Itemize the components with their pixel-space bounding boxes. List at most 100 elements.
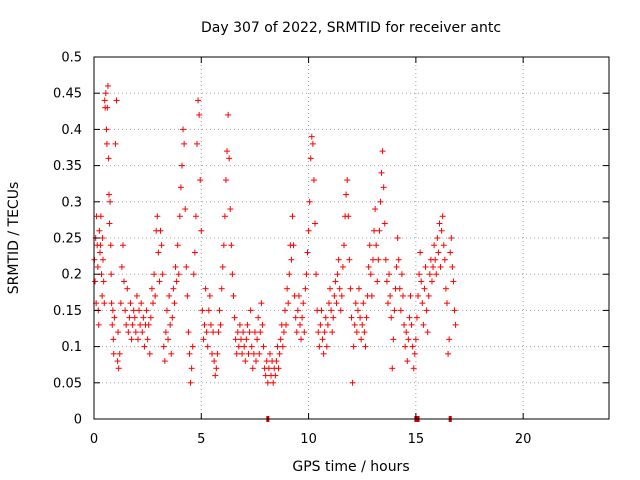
data-point bbox=[377, 198, 384, 205]
data-point bbox=[442, 285, 449, 292]
data-point bbox=[447, 249, 454, 256]
data-point bbox=[441, 256, 448, 263]
data-point bbox=[334, 271, 341, 278]
data-point bbox=[96, 227, 103, 234]
data-point bbox=[185, 329, 192, 336]
data-point bbox=[402, 343, 409, 350]
data-point bbox=[381, 220, 388, 227]
data-point bbox=[187, 379, 194, 386]
data-point bbox=[378, 169, 385, 176]
data-point bbox=[315, 329, 322, 336]
data-point bbox=[157, 227, 164, 234]
data-point bbox=[297, 321, 303, 328]
y-tick-label: 0.4 bbox=[61, 123, 82, 138]
data-point bbox=[436, 220, 443, 227]
data-point bbox=[404, 358, 411, 365]
data-point bbox=[172, 263, 179, 270]
data-point bbox=[113, 97, 120, 104]
data-point bbox=[305, 227, 312, 234]
data-point bbox=[108, 271, 115, 278]
data-point bbox=[347, 285, 354, 292]
plot-frame bbox=[93, 56, 610, 420]
data-point bbox=[228, 242, 235, 249]
data-point bbox=[162, 329, 169, 336]
data-point bbox=[363, 314, 370, 321]
data-point bbox=[344, 177, 351, 184]
data-point bbox=[330, 314, 337, 321]
data-point bbox=[119, 242, 126, 249]
data-point bbox=[323, 343, 330, 350]
data-point bbox=[351, 321, 358, 328]
data-point bbox=[199, 307, 206, 314]
y-tick-label: 0.05 bbox=[53, 376, 82, 391]
data-point bbox=[260, 343, 267, 350]
data-point bbox=[102, 90, 109, 97]
x-tick-label: 20 bbox=[515, 432, 532, 447]
data-point bbox=[431, 242, 438, 249]
data-point bbox=[104, 82, 111, 89]
data-point bbox=[371, 227, 378, 234]
data-point bbox=[415, 292, 422, 299]
data-point bbox=[285, 300, 292, 307]
data-point bbox=[109, 307, 116, 314]
data-point bbox=[361, 329, 368, 336]
data-point bbox=[108, 300, 115, 307]
data-point bbox=[182, 206, 189, 213]
data-point bbox=[126, 314, 133, 321]
data-point bbox=[279, 343, 286, 350]
data-point bbox=[300, 300, 307, 307]
data-point bbox=[240, 329, 247, 336]
y-tick-label: 0.5 bbox=[61, 51, 82, 66]
data-point bbox=[258, 300, 265, 307]
data-point bbox=[137, 321, 144, 328]
data-point bbox=[400, 292, 406, 299]
data-point bbox=[322, 314, 329, 321]
data-point bbox=[129, 321, 136, 328]
data-point bbox=[104, 104, 111, 111]
data-point bbox=[418, 278, 425, 285]
data-point bbox=[206, 292, 213, 299]
data-point bbox=[95, 321, 102, 328]
data-point bbox=[411, 350, 418, 357]
data-point bbox=[125, 329, 132, 336]
data-point bbox=[451, 307, 458, 314]
data-point bbox=[196, 111, 203, 118]
data-point bbox=[146, 350, 153, 357]
data-point bbox=[212, 372, 219, 379]
data-point bbox=[284, 285, 291, 292]
data-point bbox=[190, 271, 197, 278]
data-point bbox=[197, 177, 204, 184]
data-point bbox=[353, 329, 360, 336]
data-point bbox=[408, 321, 415, 328]
data-point bbox=[337, 307, 344, 314]
data-point bbox=[227, 206, 234, 213]
data-point bbox=[154, 213, 161, 220]
data-point bbox=[295, 292, 302, 299]
data-point bbox=[333, 300, 340, 307]
data-point bbox=[422, 263, 429, 270]
data-point bbox=[243, 336, 250, 343]
data-point bbox=[290, 242, 297, 249]
data-point bbox=[111, 314, 118, 321]
data-point bbox=[389, 365, 396, 372]
data-point bbox=[384, 300, 391, 307]
data-point bbox=[100, 256, 107, 263]
data-point bbox=[107, 198, 114, 205]
data-point bbox=[216, 307, 223, 314]
data-point bbox=[254, 336, 261, 343]
data-point bbox=[181, 140, 188, 147]
data-point bbox=[97, 242, 104, 249]
data-point bbox=[262, 372, 269, 379]
data-point bbox=[148, 285, 155, 292]
data-point bbox=[390, 336, 397, 343]
axis-ticks: 0 0.05 0.1 0.15 0.2 0.25 0.3 0.35 0.4 0.45 0.5 0 5 10… bbox=[53, 51, 609, 447]
data-point bbox=[426, 271, 433, 278]
y-tick-label: 0 bbox=[74, 413, 82, 428]
data-point bbox=[365, 263, 372, 270]
data-point bbox=[232, 336, 239, 343]
data-point bbox=[350, 343, 357, 350]
data-point bbox=[438, 227, 445, 234]
data-point bbox=[437, 263, 444, 270]
data-point bbox=[383, 278, 390, 285]
